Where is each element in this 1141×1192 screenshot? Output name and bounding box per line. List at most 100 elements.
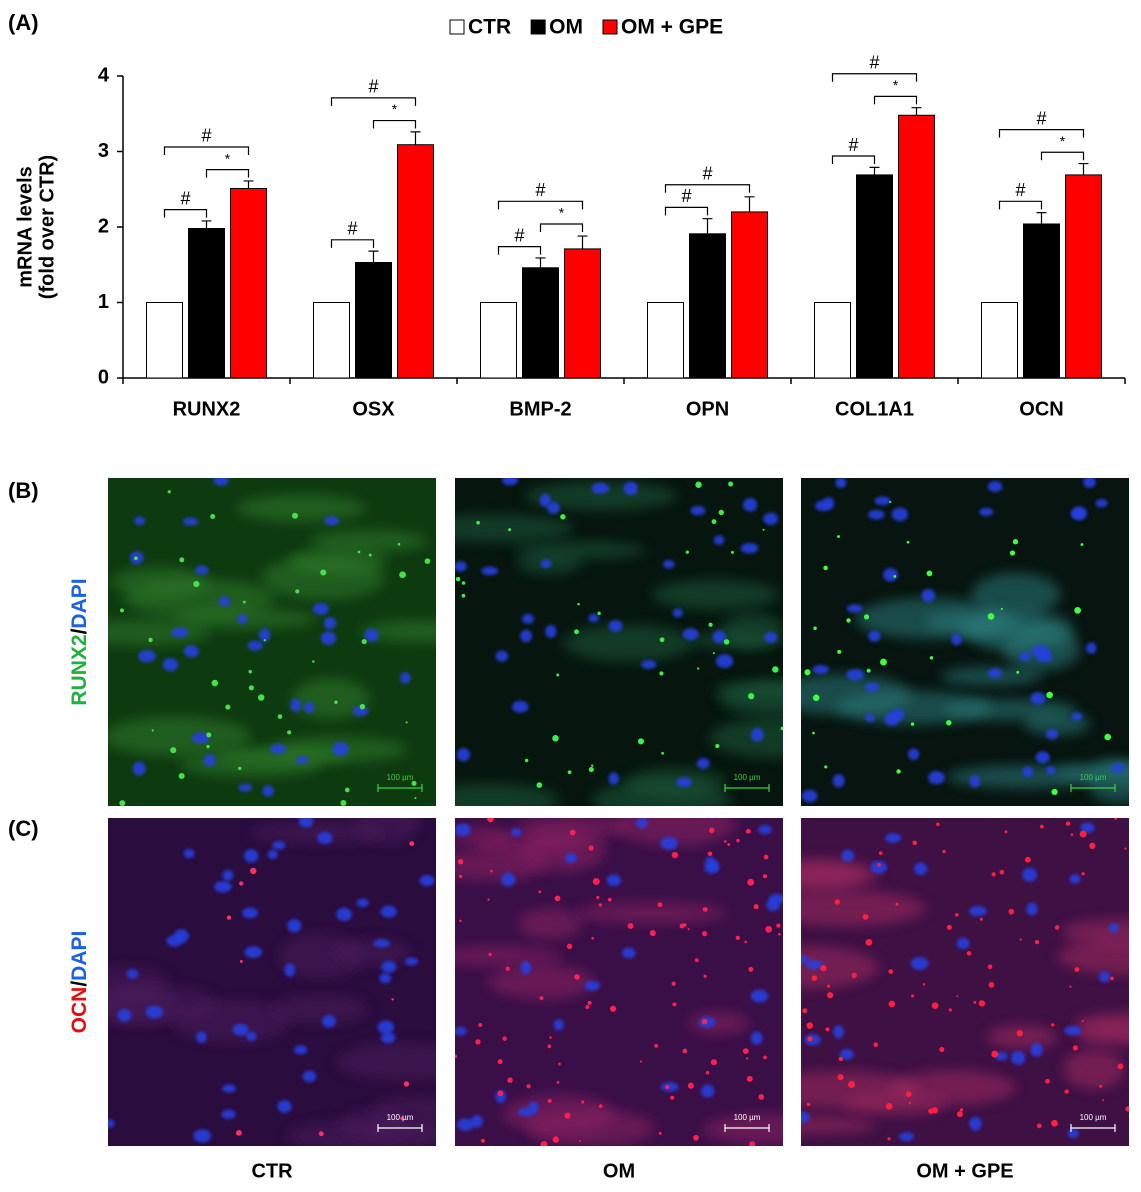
speckle: [239, 881, 244, 886]
cell-body: [1063, 1049, 1125, 1089]
speckle: [873, 1042, 879, 1048]
error-bar: [1078, 162, 1089, 175]
nucleus: [1083, 478, 1096, 489]
significance-label: #: [869, 52, 879, 72]
speckle: [497, 1090, 504, 1097]
nucleus: [1064, 1026, 1082, 1036]
scale-bar: [1070, 1124, 1116, 1132]
speckle: [753, 904, 759, 910]
nucleus: [846, 604, 863, 613]
speckle: [539, 996, 544, 1001]
x-tick-label: OSX: [352, 398, 395, 420]
speckle: [490, 869, 493, 873]
speckle: [661, 751, 664, 755]
speckle: [597, 611, 601, 615]
nucleus: [885, 833, 902, 843]
micrograph: 100 µm: [455, 478, 783, 806]
significance-label: *: [893, 77, 899, 93]
speckle: [748, 966, 754, 972]
nucleus: [676, 777, 693, 788]
speckle: [1114, 818, 1118, 820]
speckle: [1004, 830, 1008, 834]
speckle: [357, 550, 361, 554]
speckle: [359, 703, 366, 710]
speckle: [556, 673, 560, 677]
speckle: [424, 558, 431, 564]
cell-body: [702, 1113, 783, 1146]
error-bar: [869, 166, 880, 175]
speckle: [558, 1062, 561, 1066]
micrograph: 100 µm: [801, 818, 1129, 1146]
nucleus: [262, 785, 274, 797]
nucleus: [277, 1100, 292, 1113]
error-bar: [911, 107, 922, 116]
row-label-part: RUNX2: [68, 634, 91, 705]
speckle: [827, 984, 831, 988]
speckle: [250, 867, 257, 875]
nucleus: [608, 772, 619, 785]
speckle: [837, 649, 842, 654]
micrograph: 100 µm: [108, 478, 436, 806]
speckle: [455, 576, 461, 582]
nucleus: [1086, 642, 1097, 654]
speckle: [1051, 1023, 1055, 1027]
nucleus: [839, 1048, 854, 1060]
row-label-part: OCN: [68, 987, 91, 1034]
cell-body: [971, 572, 1061, 616]
speckle: [1070, 833, 1074, 836]
cell-body: [513, 541, 646, 560]
speckle: [701, 930, 708, 937]
nucleus: [381, 1032, 396, 1044]
nucleus: [332, 742, 349, 757]
nucleus: [565, 853, 577, 864]
speckle: [1000, 607, 1003, 611]
speckle: [411, 780, 417, 786]
speckle: [1124, 847, 1127, 850]
speckle: [1069, 985, 1072, 988]
speckle: [888, 969, 894, 974]
speckle: [679, 923, 685, 929]
speckle: [1110, 976, 1114, 981]
speckle: [991, 1050, 999, 1058]
speckle: [242, 600, 246, 604]
speckle: [727, 843, 731, 846]
speckle: [455, 1054, 458, 1059]
speckle: [295, 589, 300, 594]
cell-body: [108, 716, 251, 757]
speckle: [948, 1008, 952, 1012]
error-bar: [744, 196, 755, 212]
nucleus: [522, 613, 534, 625]
speckle: [929, 656, 934, 660]
nucleus: [750, 989, 769, 1003]
y-tick-label: 4: [98, 64, 110, 86]
nucleus: [841, 849, 855, 862]
speckle: [547, 1099, 552, 1103]
speckle: [458, 874, 463, 879]
nucleus: [868, 630, 881, 642]
speckle: [574, 629, 579, 635]
nucleus: [899, 1132, 914, 1142]
scale-bar-label: 100 µm: [387, 1113, 414, 1122]
nucleus: [865, 713, 876, 722]
significance-bracket: [1040, 151, 1085, 161]
speckle: [711, 519, 717, 525]
speckle: [1074, 607, 1082, 614]
speckle: [318, 1131, 324, 1137]
legend-label: OM: [549, 16, 583, 39]
speckle: [776, 923, 781, 928]
speckle: [658, 1131, 662, 1135]
speckle: [507, 1077, 513, 1083]
cell-body: [359, 620, 436, 643]
nucleus: [846, 669, 865, 681]
nucleus: [511, 828, 522, 837]
speckle: [896, 769, 901, 774]
nucleus: [740, 543, 759, 554]
speckle: [591, 764, 594, 767]
speckle: [708, 622, 713, 627]
speckle: [763, 854, 769, 860]
speckle: [978, 1000, 986, 1007]
speckle: [476, 520, 480, 525]
nucleus: [969, 906, 987, 917]
nucleus: [298, 818, 314, 828]
scale-bar: [377, 784, 423, 792]
